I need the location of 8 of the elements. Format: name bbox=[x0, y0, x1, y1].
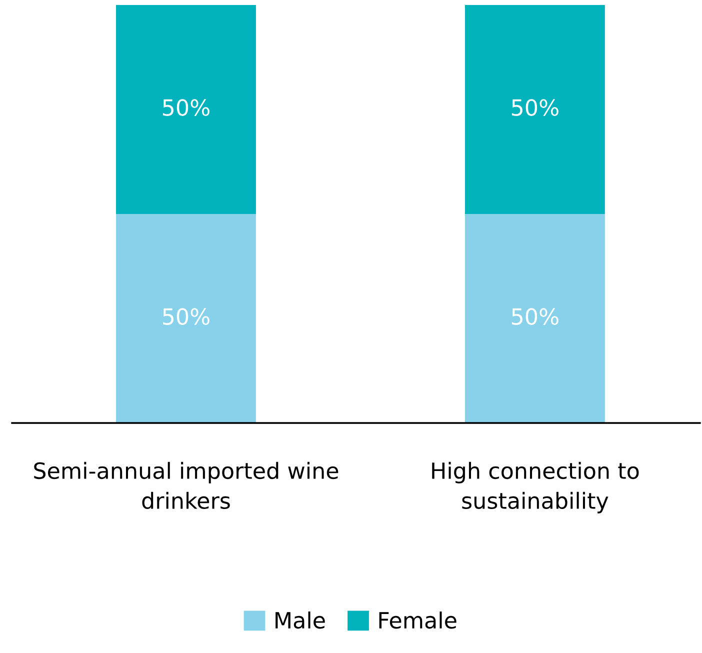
x-tick-label: High connection to sustainability bbox=[432, 462, 639, 514]
legend-label: Male bbox=[276, 611, 325, 629]
legend-label: Female bbox=[379, 611, 456, 629]
data-label: 50% bbox=[512, 99, 558, 116]
data-label: 50% bbox=[512, 308, 558, 325]
x-tick-label: Semi-annual imported wine drinkers bbox=[34, 462, 338, 510]
data-label: 50% bbox=[163, 99, 210, 116]
data-label: 50% bbox=[163, 308, 210, 325]
